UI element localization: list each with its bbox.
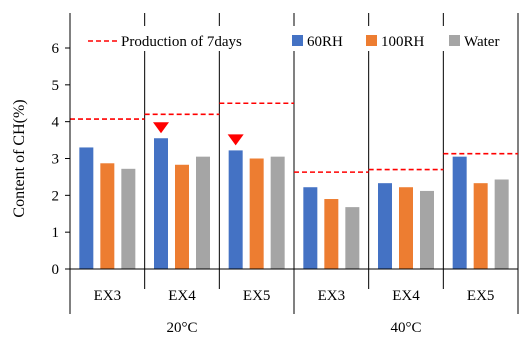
x-category-label: EX5 — [467, 288, 495, 304]
bar-100rh-0 — [100, 163, 115, 269]
y-tick-label: 6 — [52, 41, 60, 57]
x-category-label: EX3 — [94, 288, 122, 304]
bar-100rh-4 — [399, 187, 413, 269]
legend-label-water: Water — [464, 34, 499, 50]
marker-triangle — [227, 134, 244, 146]
y-axis-title: Content of CH(%) — [11, 99, 28, 217]
bar-water-0 — [121, 168, 136, 269]
x-category-label: EX4 — [168, 288, 196, 304]
y-tick-label: 2 — [52, 188, 60, 204]
bar-60rh-3 — [303, 187, 318, 269]
x-group-label: 20°C — [166, 320, 197, 336]
bar-60rh-0 — [79, 147, 94, 269]
y-tick-label: 3 — [52, 152, 60, 168]
legend-swatch-water — [449, 35, 460, 46]
x-category-label: EX5 — [243, 288, 271, 304]
legend-label-60rh: 60RH — [307, 34, 343, 50]
legend-label-reference: Production of 7days — [121, 34, 242, 50]
x-category-label: EX3 — [318, 288, 346, 304]
legend-swatch-100rh — [366, 35, 377, 46]
bar-water-5 — [494, 179, 509, 269]
x-category-label: EX4 — [392, 288, 420, 304]
y-tick-label: 5 — [52, 78, 60, 94]
marker-triangle — [153, 122, 169, 134]
x-group-label: 40°C — [390, 320, 421, 336]
bar-100rh-2 — [249, 158, 264, 269]
bar-60rh-1 — [154, 138, 168, 269]
y-tick-label: 0 — [52, 262, 60, 278]
bar-water-4 — [420, 190, 434, 269]
legend-label-100rh: 100RH — [381, 34, 425, 50]
y-tick-label: 1 — [52, 225, 60, 241]
bar-water-1 — [196, 156, 210, 269]
bar-60rh-5 — [452, 156, 467, 269]
bar-100rh-5 — [473, 183, 488, 269]
bar-water-3 — [345, 207, 360, 269]
bar-water-2 — [270, 156, 285, 269]
bar-60rh-2 — [228, 150, 243, 269]
y-tick-label: 4 — [52, 115, 60, 131]
bar-60rh-4 — [378, 183, 392, 269]
legend-swatch-60rh — [292, 35, 303, 46]
bar-100rh-3 — [324, 199, 339, 269]
bar-100rh-1 — [175, 164, 189, 269]
